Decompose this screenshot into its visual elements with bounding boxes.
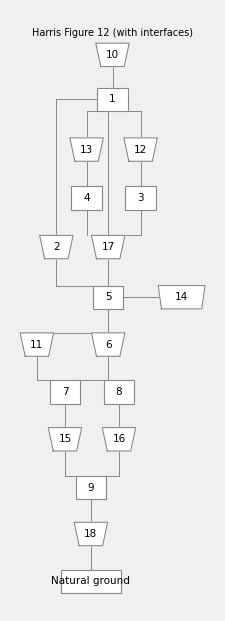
Text: 13: 13 (80, 145, 93, 155)
Polygon shape (124, 138, 157, 161)
Bar (126, 186, 156, 210)
Bar (72, 186, 102, 210)
Text: 11: 11 (30, 340, 43, 350)
Bar (61, 569, 121, 593)
Polygon shape (20, 333, 54, 356)
Text: 18: 18 (84, 529, 97, 539)
Bar (97, 88, 128, 111)
Text: 3: 3 (137, 193, 144, 203)
Text: 12: 12 (134, 145, 147, 155)
Text: Harris Figure 12 (with interfaces): Harris Figure 12 (with interfaces) (32, 27, 193, 38)
Polygon shape (70, 138, 103, 161)
Polygon shape (102, 428, 136, 451)
Bar (93, 286, 123, 309)
Text: 8: 8 (116, 387, 122, 397)
Text: 17: 17 (101, 242, 115, 252)
Text: 6: 6 (105, 340, 112, 350)
Text: 1: 1 (109, 94, 116, 104)
Polygon shape (40, 235, 73, 259)
Text: 9: 9 (88, 483, 94, 492)
Text: 5: 5 (105, 292, 112, 302)
Polygon shape (158, 286, 205, 309)
Polygon shape (91, 235, 125, 259)
Text: 7: 7 (62, 387, 68, 397)
Polygon shape (96, 43, 129, 66)
Polygon shape (91, 333, 125, 356)
Bar (76, 476, 106, 499)
Text: 10: 10 (106, 50, 119, 60)
Bar (104, 380, 134, 404)
Text: Natural ground: Natural ground (52, 576, 130, 586)
Polygon shape (74, 522, 108, 546)
Text: 4: 4 (83, 193, 90, 203)
Text: 14: 14 (175, 292, 188, 302)
Text: 2: 2 (53, 242, 60, 252)
Text: 16: 16 (112, 434, 126, 444)
Bar (50, 380, 80, 404)
Polygon shape (48, 428, 82, 451)
Text: 15: 15 (58, 434, 72, 444)
